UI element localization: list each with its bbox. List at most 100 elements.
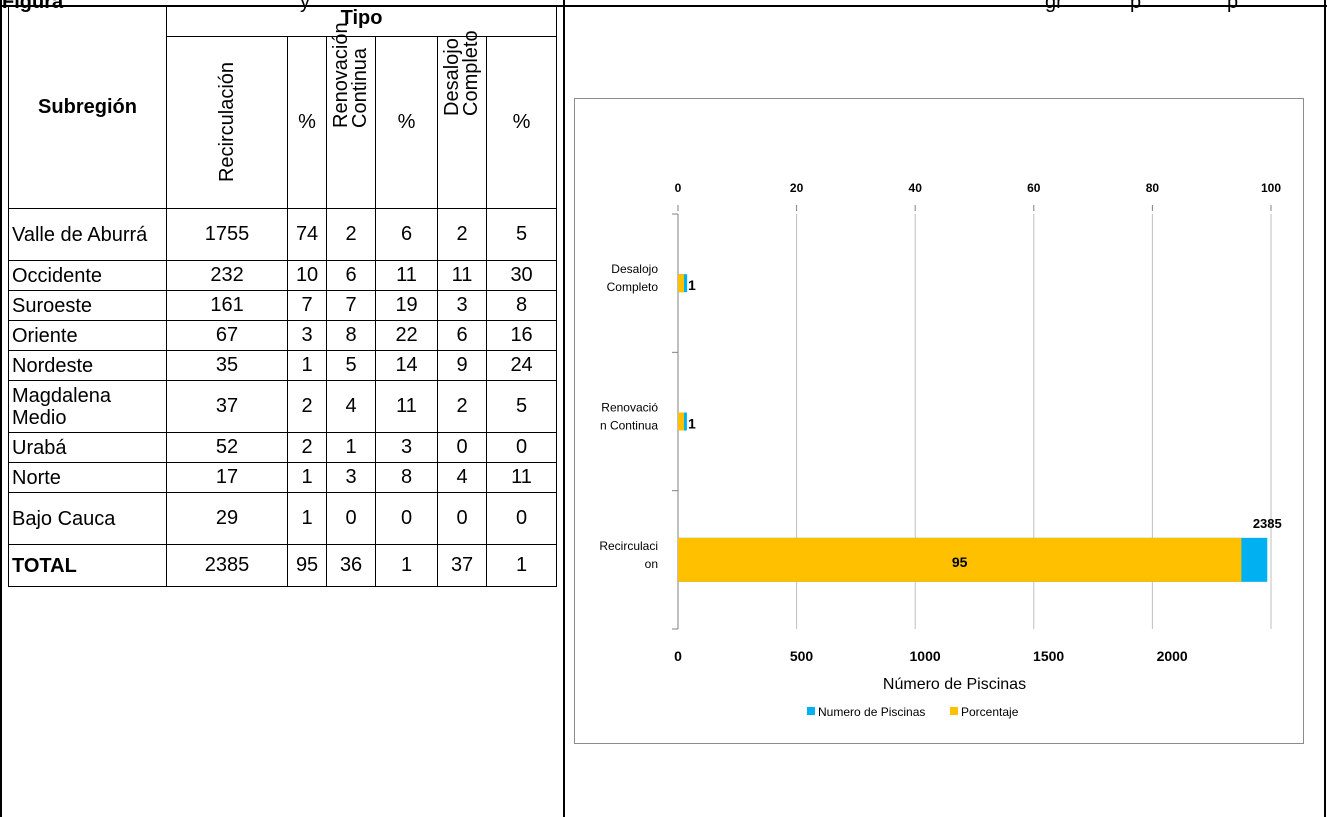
table-cell: 0 xyxy=(326,492,377,545)
col-header-pct-3: % xyxy=(486,36,558,209)
category-label: Renovació xyxy=(601,401,658,415)
table-cell: 1 xyxy=(375,544,439,587)
table-cell: 2385 xyxy=(165,544,289,587)
row-subregion-name: Occidente xyxy=(8,260,167,291)
table-cell: 5 xyxy=(486,208,558,261)
table-cell: 30 xyxy=(486,260,558,291)
bottom-axis-tick-label: 1500 xyxy=(1033,648,1064,664)
data-label-porcentaje: 1 xyxy=(688,416,696,432)
table-cell: 2 xyxy=(437,380,488,433)
data-label-porcentaje: 95 xyxy=(952,554,968,570)
col-header-label: Renovación Continua xyxy=(330,22,372,128)
row-subregion-name: Oriente xyxy=(8,320,167,351)
table-cell: 0 xyxy=(486,492,558,545)
table-cell: 0 xyxy=(437,492,488,545)
table-cell: 3 xyxy=(437,290,488,321)
table-row: Oriente 67 3 8 22 6 16 xyxy=(8,320,558,351)
table-cell: 1 xyxy=(287,462,328,493)
table-cell: 17 xyxy=(165,462,289,493)
top-axis-tick-label: 0 xyxy=(675,181,682,195)
table-cell: 2 xyxy=(437,208,488,261)
col-header-recirculacion: Recirculación xyxy=(165,36,289,209)
table-cell: 1 xyxy=(287,350,328,381)
table-cell: 0 xyxy=(486,432,558,463)
table-cell: 3 xyxy=(375,432,439,463)
table-cell: 161 xyxy=(165,290,289,321)
table-row: Suroeste 161 7 7 19 3 8 xyxy=(8,290,558,321)
table-cell: 29 xyxy=(165,492,289,545)
col-header-pct-1: % xyxy=(287,36,328,209)
table-row: Occidente 232 10 6 11 11 30 xyxy=(8,260,558,291)
table-cell: 0 xyxy=(437,432,488,463)
data-label-porcentaje: 1 xyxy=(688,277,696,293)
table-cell: 1755 xyxy=(165,208,289,261)
bottom-axis-tick-label: 2000 xyxy=(1157,648,1188,664)
table-row: Valle de Aburrá 1755 74 2 6 2 5 xyxy=(8,208,558,261)
row-subregion-name: Urabá xyxy=(8,432,167,463)
table-cell: 11 xyxy=(375,380,439,433)
header-fragment-right3: p xyxy=(1227,0,1239,13)
table-cell: 6 xyxy=(437,320,488,351)
pool-type-chart: 0 20 40 60 80 100 Recirculaci on Renovació n Cont… xyxy=(599,181,1282,719)
table-cell: 36 xyxy=(326,544,377,587)
table-cell: 0 xyxy=(375,492,439,545)
row-subregion-name: Bajo Cauca xyxy=(8,492,167,545)
bar-porcentaje xyxy=(678,537,1242,582)
table-cell: 67 xyxy=(165,320,289,351)
table-cell: 1 xyxy=(486,544,558,587)
legend-swatch-numero-piscinas xyxy=(807,707,815,715)
table-cell: 1 xyxy=(287,492,328,545)
table-cell: 232 xyxy=(165,260,289,291)
col-header-pct-2: % xyxy=(375,36,439,209)
table-cell: 8 xyxy=(375,462,439,493)
table-cell: 3 xyxy=(326,462,377,493)
row-subregion-name: Valle de Aburrá xyxy=(8,208,167,261)
header-fragment-right2: p xyxy=(1130,0,1142,13)
header-fragment-right: gr xyxy=(1045,0,1063,13)
table-cell: 11 xyxy=(375,260,439,291)
row-subregion-name: Magdalena Medio xyxy=(8,380,167,433)
legend-label-numero-piscinas: Numero de Piscinas xyxy=(818,705,925,719)
table-row: TOTAL 2385 95 36 1 37 1 xyxy=(8,544,558,587)
table-row: Nordeste 35 1 5 14 9 24 xyxy=(8,350,558,381)
table-cell: 3 xyxy=(287,320,328,351)
category-label: Completo xyxy=(607,280,659,294)
table-cell: 2 xyxy=(287,380,328,433)
top-axis-tick-label: 60 xyxy=(1027,181,1041,195)
category-label: Desalojo xyxy=(611,262,658,276)
table-cell: 2 xyxy=(326,208,377,261)
col-header-desalojo: Desalojo Completo xyxy=(437,30,488,209)
table-cell: 8 xyxy=(486,290,558,321)
table-cell: 24 xyxy=(486,350,558,381)
legend-label-porcentaje: Porcentaje xyxy=(961,705,1019,719)
table-body: Valle de Aburrá 1755 74 2 6 2 5 Occidente 232 10 6… xyxy=(8,208,558,587)
table-cell: 37 xyxy=(165,380,289,433)
category-label: n Continua xyxy=(600,419,658,433)
subregion-table: Subregión Tipo Recirculación % Renovació… xyxy=(8,6,558,587)
table-cell: 6 xyxy=(326,260,377,291)
table-cell: 7 xyxy=(326,290,377,321)
table-cell: 5 xyxy=(486,380,558,433)
chart-frame: 0 20 40 60 80 100 Recirculaci on Renovació n Cont… xyxy=(574,98,1304,744)
table-row: Bajo Cauca 29 1 0 0 0 0 xyxy=(8,492,558,545)
right-border xyxy=(1324,0,1326,817)
table-cell: 8 xyxy=(326,320,377,351)
table-cell: 1 xyxy=(326,432,377,463)
subregion-header: Subregión xyxy=(8,6,167,209)
table-cell: 11 xyxy=(437,260,488,291)
table-cell: 19 xyxy=(375,290,439,321)
table-row: Norte 17 1 3 8 4 11 xyxy=(8,462,558,493)
row-subregion-name: Norte xyxy=(8,462,167,493)
x-axis-title: Número de Piscinas xyxy=(883,676,1026,693)
table-cell: 95 xyxy=(287,544,328,587)
table-cell: 35 xyxy=(165,350,289,381)
table-cell: 2 xyxy=(287,432,328,463)
tipo-header: Tipo xyxy=(165,6,558,37)
bottom-axis-tick-label: 500 xyxy=(790,648,814,664)
table-cell: 5 xyxy=(326,350,377,381)
data-label-numero-piscinas: 2385 xyxy=(1253,516,1282,531)
col-header-renovacion: Renovación Continua xyxy=(326,22,377,209)
table-cell: 9 xyxy=(437,350,488,381)
table-cell: 52 xyxy=(165,432,289,463)
